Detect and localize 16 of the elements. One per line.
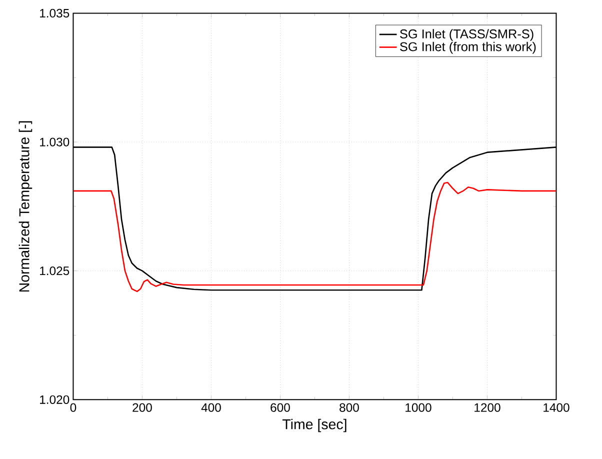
- y-tick-label: 1.030: [40, 138, 70, 147]
- legend-label: SG Inlet (TASS/SMR-S): [400, 29, 534, 42]
- x-tick-label: 1000: [406, 403, 432, 412]
- x-tick-label: 0: [70, 403, 76, 412]
- y-tick-label: 1.020: [40, 396, 70, 404]
- x-tick-label: 400: [201, 403, 221, 412]
- y-axis-title: Normalized Temperature [-]: [18, 121, 32, 292]
- y-tick-label: 1.035: [40, 9, 70, 18]
- x-tick-label: 600: [270, 403, 290, 412]
- x-tick-label: 1400: [544, 403, 570, 412]
- x-tick-label: 200: [132, 403, 152, 412]
- x-axis-title: Time [sec]: [282, 419, 346, 432]
- x-tick-label: 1200: [474, 403, 500, 412]
- y-tick-label: 1.025: [40, 266, 70, 276]
- legend-label: SG Inlet (from this work): [400, 42, 536, 54]
- x-tick-label: 800: [340, 403, 359, 412]
